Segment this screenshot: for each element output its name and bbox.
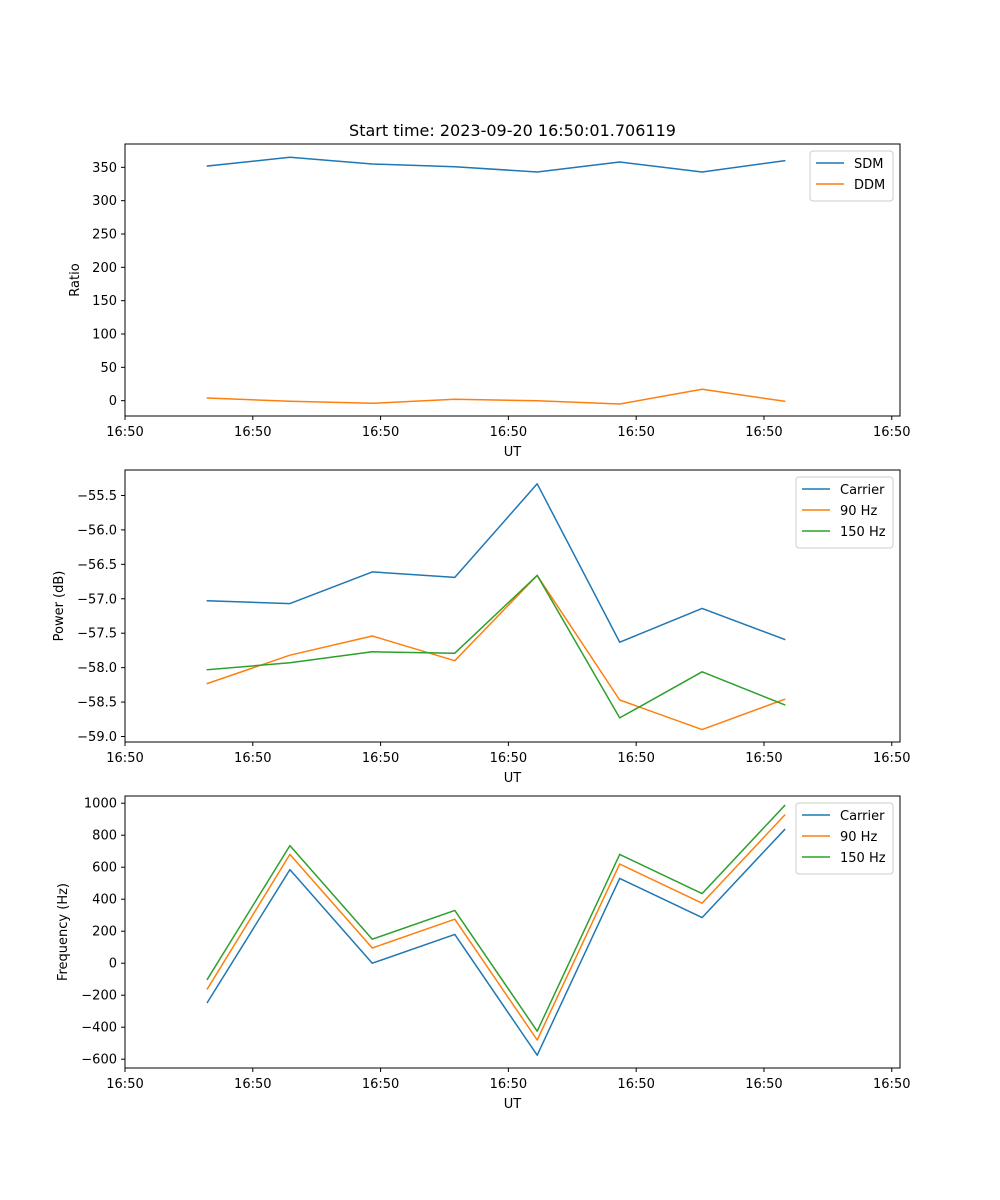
y-tick-label: 0 — [109, 394, 117, 409]
legend-label: 90 Hz — [840, 830, 877, 845]
y-tick-label: 200 — [92, 925, 117, 940]
y-tick-label: −57.0 — [77, 592, 117, 607]
x-tick-label: 16:50 — [490, 425, 527, 440]
y-tick-label: −55.5 — [77, 489, 117, 504]
chart-title: Start time: 2023-09-20 16:50:01.706119 — [349, 121, 676, 140]
y-tick-label: −600 — [81, 1053, 117, 1068]
x-tick-label: 16:50 — [234, 751, 271, 766]
x-axis-label: UT — [504, 1097, 522, 1112]
y-tick-label: −56.0 — [77, 523, 117, 538]
x-axis-label: UT — [504, 445, 522, 460]
x-tick-label: 16:50 — [745, 425, 782, 440]
series-line-ddm — [206, 388, 786, 405]
y-tick-label: −58.5 — [77, 696, 117, 711]
y-tick-label: 0 — [109, 957, 117, 972]
x-tick-label: 16:50 — [617, 1077, 654, 1092]
y-tick-label: −400 — [81, 1021, 117, 1036]
chart-panel-1: 16:50 16:50 16:50 16:50 16:50 16:50 16:50 0 50 10… — [68, 121, 910, 460]
x-tick-label: 16:50 — [745, 751, 782, 766]
y-tick-label: 400 — [92, 893, 117, 908]
series-line-150-hz — [206, 574, 786, 719]
series-line-sdm — [206, 156, 786, 173]
x-tick-label: 16:50 — [106, 1077, 143, 1092]
legend: SDM DDM — [809, 150, 894, 202]
axes-frame — [124, 469, 901, 743]
y-tick-label: 50 — [100, 361, 117, 376]
x-tick-label: 16:50 — [106, 751, 143, 766]
legend: Carrier 90 Hz 150 Hz — [795, 476, 894, 549]
y-tick-label: −200 — [81, 989, 117, 1004]
x-tick-label: 16:50 — [362, 425, 399, 440]
legend-label: 150 Hz — [840, 525, 886, 540]
x-tick-label: 16:50 — [617, 425, 654, 440]
x-tick-label: 16:50 — [617, 751, 654, 766]
y-tick-label: −59.0 — [77, 730, 117, 745]
series-line-carrier — [206, 828, 786, 1056]
y-tick-label: 350 — [92, 161, 117, 176]
x-tick-label: 16:50 — [745, 1077, 782, 1092]
x-tick-label: 16:50 — [873, 1077, 910, 1092]
x-tick-label: 16:50 — [234, 1077, 271, 1092]
axes-frame — [124, 795, 901, 1069]
y-tick-label: 600 — [92, 861, 117, 876]
x-tick-label: 16:50 — [362, 751, 399, 766]
x-tick-label: 16:50 — [490, 1077, 527, 1092]
series-line-150-hz — [206, 804, 786, 1032]
legend-label: Carrier — [840, 483, 885, 498]
legend-label: 90 Hz — [840, 504, 877, 519]
legend-label: DDM — [854, 178, 885, 193]
y-tick-label: 800 — [92, 829, 117, 844]
x-tick-label: 16:50 — [873, 425, 910, 440]
y-tick-label: 150 — [92, 294, 117, 309]
y-tick-label: 1000 — [84, 797, 117, 812]
y-tick-label: −58.0 — [77, 661, 117, 676]
chart-panel-3: 16:50 16:50 16:50 16:50 16:50 16:50 16:50 −600 −… — [56, 795, 910, 1112]
y-tick-label: 300 — [92, 194, 117, 209]
series-line-90-hz — [206, 574, 786, 731]
x-tick-label: 16:50 — [106, 425, 143, 440]
x-tick-label: 16:50 — [490, 751, 527, 766]
legend-label: Carrier — [840, 809, 885, 824]
y-tick-label: −57.5 — [77, 627, 117, 642]
y-axis-label: Ratio — [68, 263, 83, 296]
axes-frame — [124, 143, 901, 417]
legend-label: 150 Hz — [840, 851, 886, 866]
chart-panel-2: 16:50 16:50 16:50 16:50 16:50 16:50 16:50 −59.0… — [52, 469, 910, 786]
x-tick-label: 16:50 — [873, 751, 910, 766]
legend-label: SDM — [854, 157, 883, 172]
legend: Carrier 90 Hz 150 Hz — [795, 802, 894, 875]
y-tick-label: 100 — [92, 328, 117, 343]
x-axis-label: UT — [504, 771, 522, 786]
y-tick-label: 250 — [92, 228, 117, 243]
y-axis-label: Frequency (Hz) — [56, 883, 71, 981]
x-tick-label: 16:50 — [234, 425, 271, 440]
series-line-carrier — [206, 483, 786, 643]
y-tick-label: 200 — [92, 261, 117, 276]
y-tick-label: −56.5 — [77, 558, 117, 573]
x-tick-label: 16:50 — [362, 1077, 399, 1092]
series-line-90-hz — [206, 814, 786, 1041]
y-axis-label: Power (dB) — [52, 571, 67, 642]
